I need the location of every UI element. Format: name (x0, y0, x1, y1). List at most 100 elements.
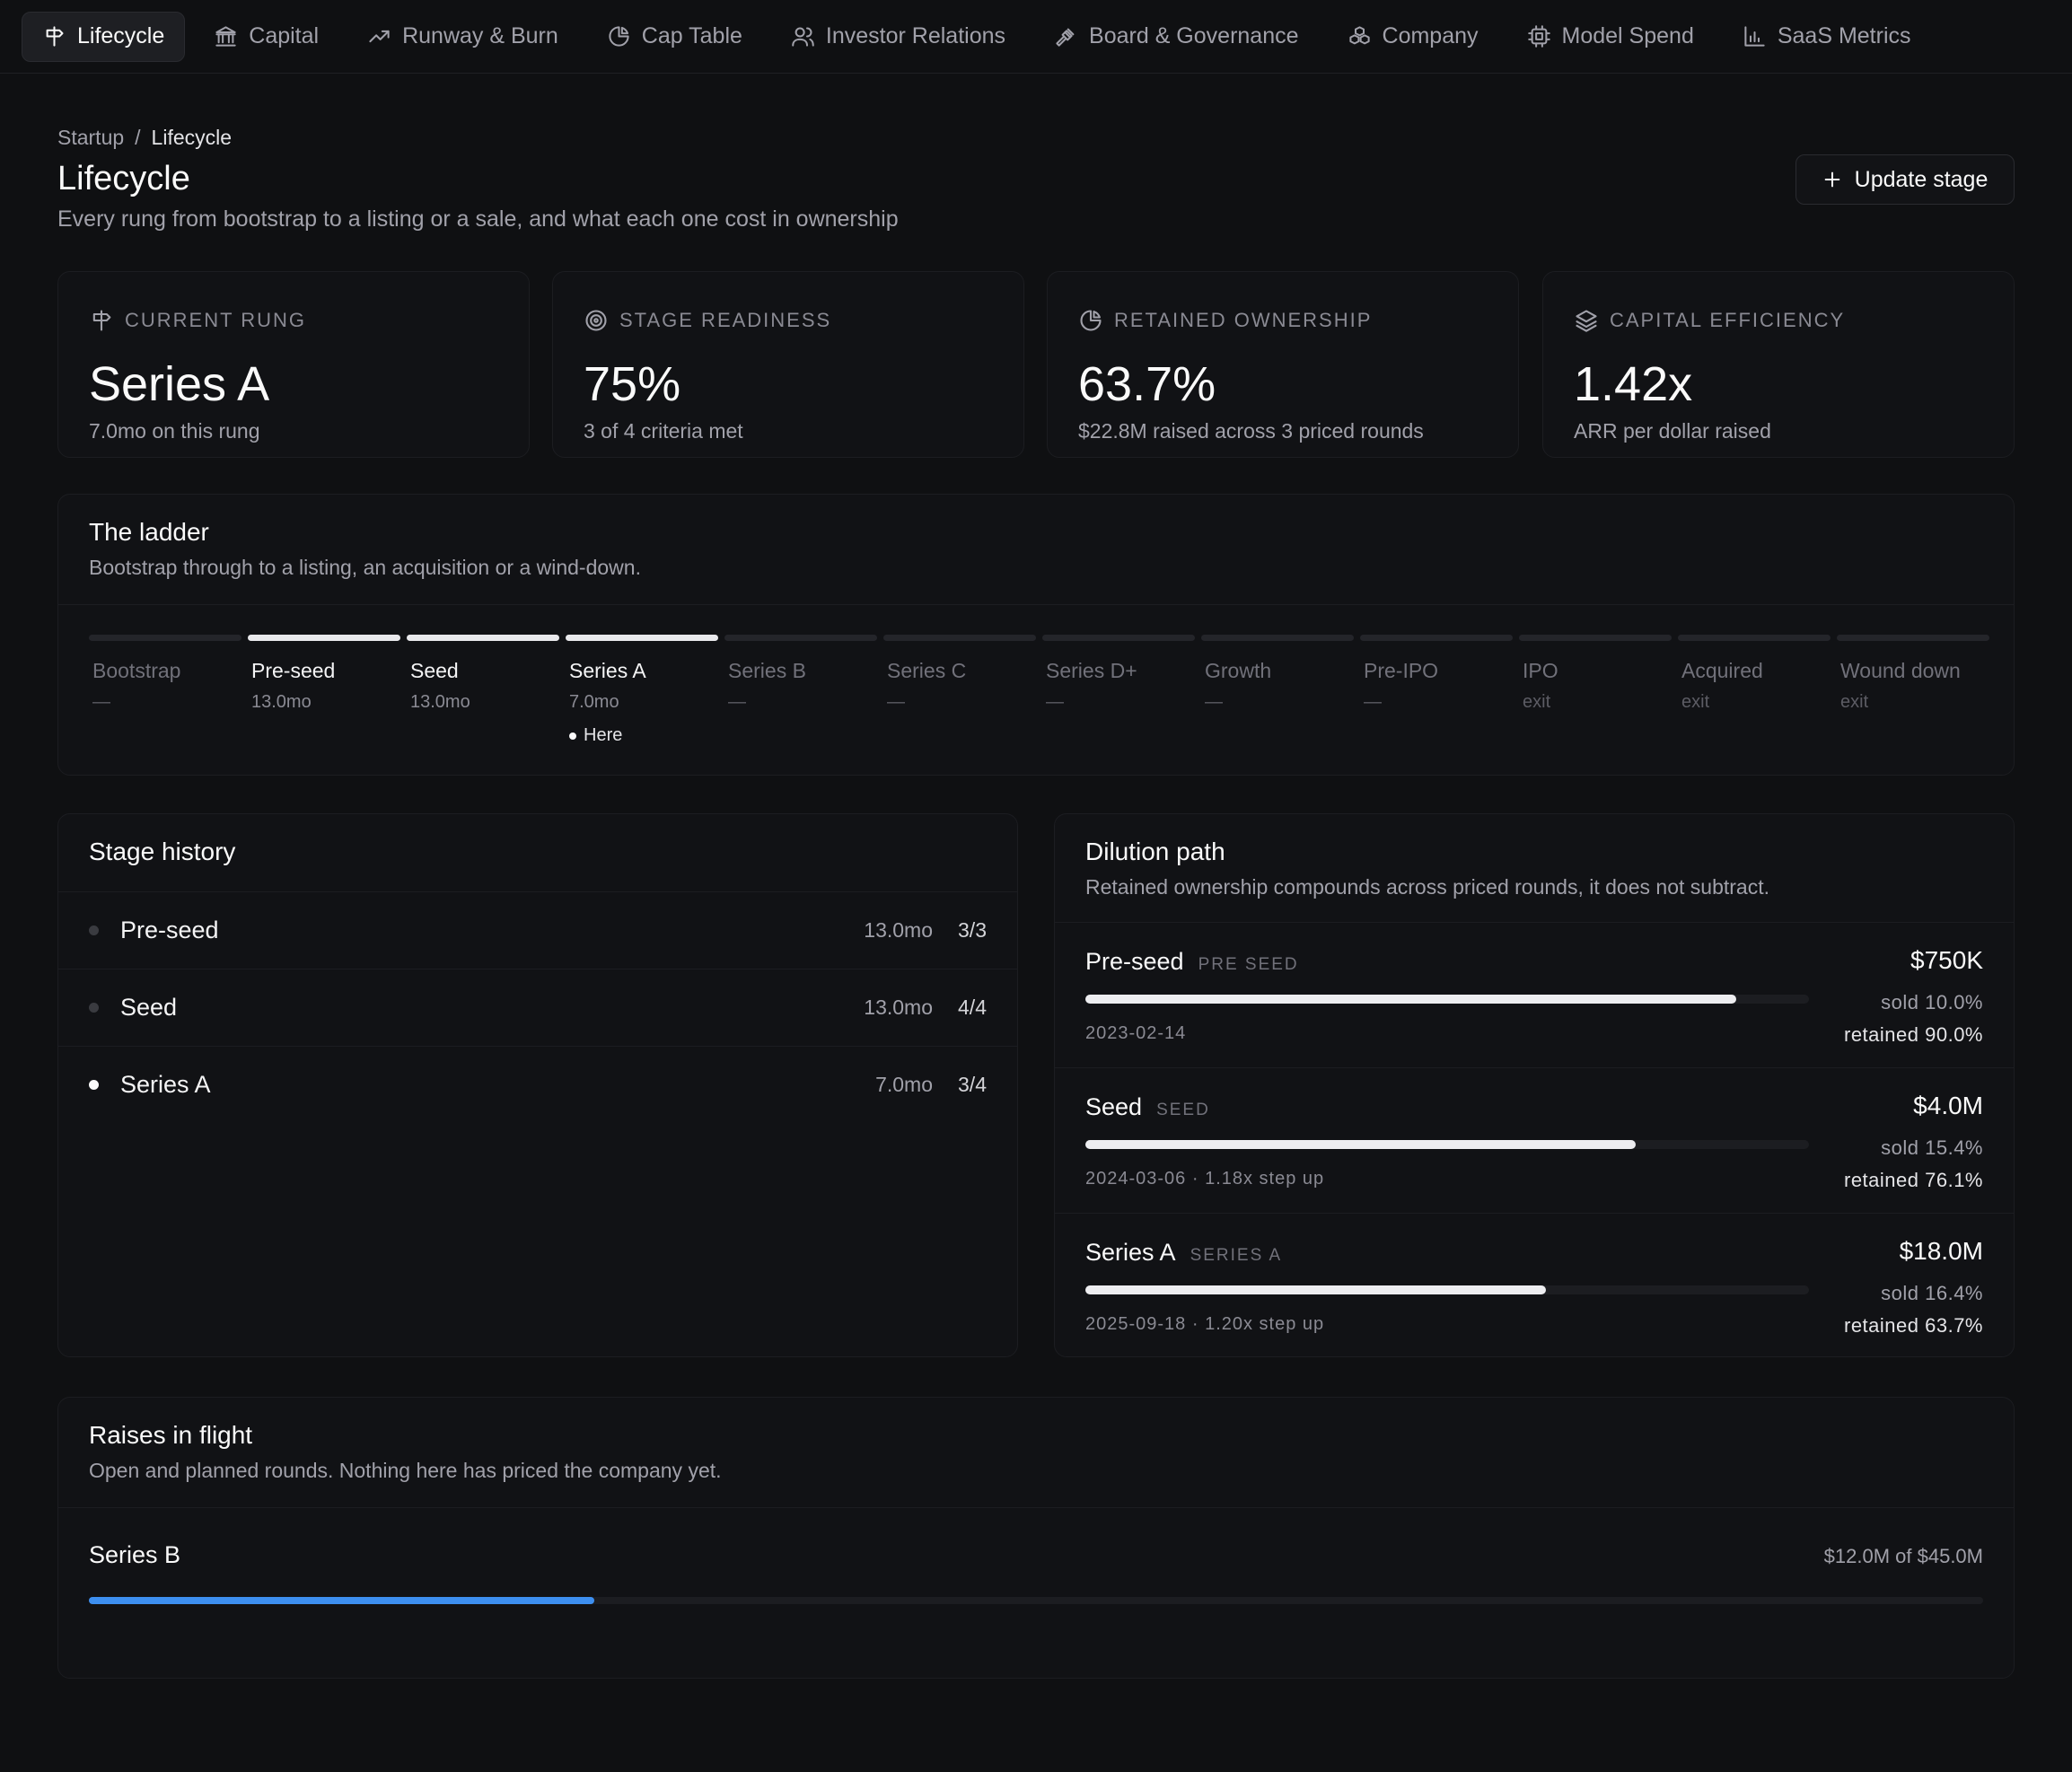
history-criteria: 3/4 (958, 1073, 987, 1096)
tab-runway-burn[interactable]: Runway & Burn (347, 12, 578, 62)
rung-bar (1519, 635, 1672, 641)
page-title: Lifecycle (57, 160, 190, 197)
round-retained: retained 76.1% (1844, 1169, 1983, 1191)
rung-duration: 7.0mo (569, 692, 619, 712)
rung-seed[interactable]: Seed 13.0mo (407, 635, 559, 713)
round-tag: SERIES A (1190, 1246, 1283, 1265)
rung-bootstrap[interactable]: Bootstrap — (89, 635, 241, 713)
rung-name: Series B (728, 659, 806, 682)
round-amount: $18.0M (1899, 1237, 1983, 1265)
tab-cap-table[interactable]: Cap Table (587, 12, 762, 62)
stat-card-retained-ownership: RETAINED OWNERSHIP 63.7% $22.8M raised a… (1047, 271, 1519, 458)
round-name: Seed (1085, 1093, 1143, 1120)
history-stage-name: Pre-seed (120, 917, 219, 943)
status-dot (89, 925, 99, 935)
round-sold: sold 10.0% (1881, 991, 1983, 1013)
rung-name: Growth (1205, 659, 1272, 682)
dilution-row-pre-seed: Pre-seed PRE SEED 2023-02-14 $750K sold 1… (1055, 922, 2014, 1067)
stat-label: CAPITAL EFFICIENCY (1610, 309, 1846, 331)
rung-duration: — (887, 692, 905, 712)
divider (58, 1507, 2014, 1508)
tab-model-spend[interactable]: Model Spend (1507, 12, 1714, 62)
rung-bar (407, 635, 559, 641)
rung-bar (1360, 635, 1513, 641)
users-icon (792, 27, 814, 47)
retained-bar-fill (1085, 1285, 1547, 1294)
round-amount: $4.0M (1913, 1092, 1983, 1119)
history-duration: 13.0mo (864, 996, 933, 1019)
raise-progress-text: $12.0M of $45.0M (1823, 1545, 1983, 1567)
round-retained: retained 90.0% (1844, 1023, 1983, 1046)
rung-pre-seed[interactable]: Pre-seed 13.0mo (248, 635, 400, 713)
history-duration: 7.0mo (875, 1073, 933, 1096)
signpost-icon (92, 310, 111, 331)
rung-bar (1201, 635, 1354, 641)
trending-up-icon (369, 30, 390, 43)
rung-duration: exit (1681, 692, 1710, 712)
tab-label: Model Spend (1561, 23, 1694, 48)
stat-label: CURRENT RUNG (125, 309, 307, 331)
stat-sub: $22.8M raised across 3 priced rounds (1078, 419, 1424, 443)
tab-lifecycle[interactable]: Lifecycle (22, 11, 186, 62)
page-subtitle: Every rung from bootstrap to a listing o… (57, 206, 899, 232)
rung-name: Pre-seed (251, 659, 336, 682)
tab-capital[interactable]: Capital (194, 12, 338, 62)
history-duration: 13.0mo (864, 918, 933, 942)
rung-wound-down[interactable]: Wound down exit (1837, 635, 1989, 713)
rung-duration: — (92, 692, 110, 712)
rung-bar (1042, 635, 1195, 641)
tab-investor-relations[interactable]: Investor Relations (771, 12, 1025, 62)
rung-growth[interactable]: Growth — (1201, 635, 1354, 713)
history-criteria: 4/4 (958, 996, 987, 1019)
update-stage-button[interactable]: Update stage (1795, 154, 2015, 205)
round-meta: 2025-09-18 · 1.20x step up (1085, 1314, 1325, 1334)
signpost-icon (46, 26, 64, 47)
boxes-icon (1348, 26, 1370, 45)
stage-history-title: Stage history (89, 838, 236, 865)
rung-pre-ipo[interactable]: Pre-IPO — (1360, 635, 1513, 713)
ladder-card: The ladder Bootstrap through to a listin… (57, 494, 2015, 776)
rung-name: Seed (410, 659, 459, 682)
rung-name: Wound down (1840, 659, 1961, 682)
ladder-description: Bootstrap through to a listing, an acqui… (89, 556, 641, 579)
rung-bar (724, 635, 877, 641)
rung-series-a[interactable]: Series A 7.0mo Here (566, 635, 718, 746)
rung-series-b[interactable]: Series B — (724, 635, 877, 713)
pie-chart-icon (609, 26, 629, 47)
divider (58, 604, 2014, 605)
rung-ipo[interactable]: IPO exit (1519, 635, 1672, 713)
stat-label-row: CAPITAL EFFICIENCY (1574, 308, 1845, 333)
rung-duration: 13.0mo (410, 692, 470, 712)
round-name: Pre-seed (1085, 948, 1184, 975)
stat-value: 1.42x (1574, 357, 1693, 411)
update-stage-label: Update stage (1854, 166, 1989, 192)
breadcrumb-root[interactable]: Startup (57, 126, 125, 149)
tab-board-governance[interactable]: Board & Governance (1034, 12, 1318, 62)
tab-label: Company (1382, 23, 1479, 48)
history-stage-name: Series A (120, 1071, 211, 1098)
rung-series-c[interactable]: Series C — (883, 635, 1036, 713)
current-rung-marker: Here (569, 725, 718, 746)
rung-acquired[interactable]: Acquired exit (1678, 635, 1831, 713)
rung-duration: — (1046, 692, 1064, 712)
raises-description: Open and planned rounds. Nothing here ha… (89, 1459, 722, 1482)
tab-saas-metrics[interactable]: SaaS Metrics (1723, 12, 1931, 62)
round-name: Series A (1085, 1239, 1176, 1266)
rung-bar (89, 635, 241, 641)
raises-in-flight-card: Raises in flight Open and planned rounds… (57, 1397, 2015, 1679)
history-row-seed[interactable]: Seed 13.0mo 4/4 (58, 969, 1017, 1046)
rung-bar (1678, 635, 1831, 641)
tab-company[interactable]: Company (1328, 12, 1498, 62)
round-sold: sold 16.4% (1881, 1282, 1983, 1304)
stat-value: 75% (584, 357, 681, 411)
history-row-series-a[interactable]: Series A 7.0mo 3/4 (58, 1046, 1017, 1123)
history-row-pre-seed[interactable]: Pre-seed 13.0mo 3/3 (58, 891, 1017, 969)
rung-series-d-plus[interactable]: Series D+ — (1042, 635, 1195, 713)
rung-name: Acquired (1681, 659, 1763, 682)
bank-icon (215, 26, 236, 47)
layers-icon (1576, 310, 1597, 332)
rung-name: Bootstrap (92, 659, 181, 682)
raise-name: Series B (89, 1541, 181, 1568)
tab-label: Lifecycle (77, 23, 165, 48)
round-name-row: Series A SERIES A (1085, 1239, 1282, 1267)
